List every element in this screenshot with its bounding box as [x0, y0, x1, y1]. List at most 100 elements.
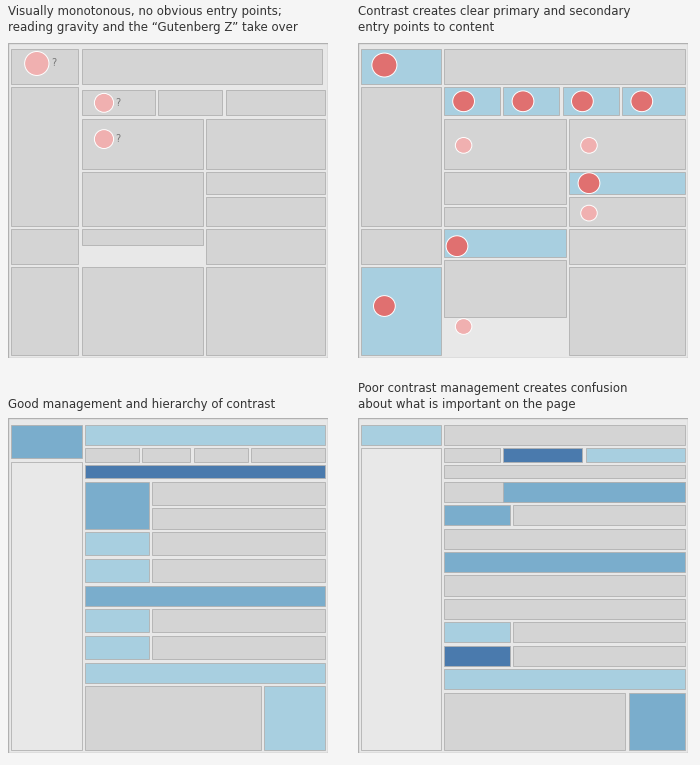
Text: ?: ?	[51, 58, 56, 69]
Bar	[361, 49, 440, 84]
Bar	[264, 686, 325, 750]
Bar	[206, 172, 325, 194]
Bar	[513, 646, 685, 666]
Bar	[444, 260, 566, 317]
Circle shape	[581, 205, 597, 221]
Bar	[629, 692, 685, 750]
Bar	[206, 229, 325, 263]
Bar	[11, 425, 82, 458]
Bar	[251, 448, 325, 461]
Circle shape	[456, 138, 472, 153]
Circle shape	[374, 295, 395, 317]
Bar	[361, 425, 440, 444]
Bar	[586, 448, 685, 461]
Bar	[569, 229, 685, 263]
Bar	[444, 646, 510, 666]
Bar	[85, 585, 325, 606]
Bar	[85, 609, 149, 633]
Text: ?: ?	[116, 98, 120, 108]
Bar	[569, 172, 685, 194]
Bar	[503, 87, 559, 116]
Bar	[361, 229, 440, 263]
Text: Poor contrast management creates confusion
about what is important on the page: Poor contrast management creates confusi…	[358, 382, 627, 412]
Bar	[444, 448, 500, 461]
Bar	[444, 229, 566, 257]
Circle shape	[631, 91, 652, 112]
Circle shape	[571, 91, 594, 112]
Text: Good management and hierarchy of contrast: Good management and hierarchy of contras…	[8, 399, 275, 412]
Text: ?: ?	[116, 134, 120, 144]
Bar	[503, 448, 582, 461]
Circle shape	[446, 236, 468, 256]
Bar	[85, 425, 325, 444]
Circle shape	[25, 51, 49, 76]
Bar	[444, 207, 566, 226]
Bar	[622, 87, 685, 116]
Circle shape	[94, 93, 113, 112]
Bar	[82, 229, 203, 245]
Bar	[444, 623, 510, 643]
Bar	[152, 509, 325, 529]
Text: Visually monotonous, no obvious entry points;
reading gravity and the “Gutenberg: Visually monotonous, no obvious entry po…	[8, 5, 298, 34]
Bar	[206, 197, 325, 226]
Bar	[444, 575, 685, 595]
Circle shape	[372, 53, 397, 77]
Bar	[444, 425, 685, 444]
Bar	[444, 465, 685, 478]
Bar	[444, 552, 685, 572]
Bar	[444, 482, 685, 502]
Bar	[158, 90, 223, 116]
Circle shape	[453, 91, 475, 112]
Bar	[444, 172, 566, 203]
Bar	[11, 229, 78, 263]
Bar	[444, 692, 625, 750]
Bar	[152, 609, 325, 633]
Bar	[82, 172, 203, 226]
Bar	[85, 532, 149, 555]
Bar	[444, 87, 500, 116]
Bar	[569, 197, 685, 226]
Bar	[85, 482, 149, 529]
Bar	[85, 448, 139, 461]
Bar	[85, 662, 325, 682]
Bar	[152, 636, 325, 659]
Bar	[444, 529, 685, 549]
Bar	[444, 669, 685, 689]
Bar	[361, 448, 440, 750]
Bar	[85, 465, 325, 478]
Text: Contrast creates clear primary and secondary
entry points to content: Contrast creates clear primary and secon…	[358, 5, 631, 34]
Bar	[444, 599, 685, 619]
Bar	[82, 267, 203, 355]
Bar	[563, 87, 619, 116]
Circle shape	[94, 129, 113, 148]
Bar	[206, 119, 325, 169]
Bar	[11, 267, 78, 355]
Circle shape	[581, 138, 597, 153]
Bar	[85, 636, 149, 659]
Bar	[152, 558, 325, 582]
Bar	[11, 87, 78, 226]
Bar	[11, 461, 82, 750]
Bar	[85, 686, 261, 750]
Bar	[361, 267, 440, 355]
Bar	[194, 448, 248, 461]
Bar	[152, 532, 325, 555]
Bar	[142, 448, 190, 461]
Bar	[444, 49, 685, 84]
Bar	[513, 505, 685, 526]
Bar	[85, 558, 149, 582]
Bar	[225, 90, 325, 116]
Bar	[361, 87, 440, 226]
Bar	[152, 482, 325, 505]
Bar	[444, 119, 566, 169]
Bar	[82, 119, 203, 169]
Bar	[206, 267, 325, 355]
Bar	[569, 267, 685, 355]
Bar	[444, 505, 510, 526]
Circle shape	[578, 173, 600, 194]
Bar	[11, 49, 78, 84]
Bar	[569, 119, 685, 169]
Bar	[513, 623, 685, 643]
Circle shape	[512, 91, 534, 112]
Circle shape	[456, 319, 472, 334]
